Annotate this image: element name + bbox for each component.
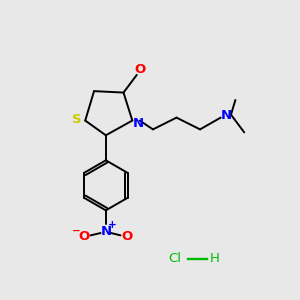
Text: N: N bbox=[100, 225, 111, 238]
Text: S: S bbox=[72, 112, 82, 126]
Text: N: N bbox=[133, 117, 144, 130]
Text: N: N bbox=[220, 109, 232, 122]
Text: O: O bbox=[78, 230, 89, 243]
Text: O: O bbox=[122, 230, 133, 243]
Text: O: O bbox=[135, 63, 146, 76]
Text: −: − bbox=[72, 225, 81, 236]
Text: +: + bbox=[108, 220, 117, 230]
Text: H: H bbox=[210, 252, 220, 266]
Text: Cl: Cl bbox=[169, 252, 182, 266]
